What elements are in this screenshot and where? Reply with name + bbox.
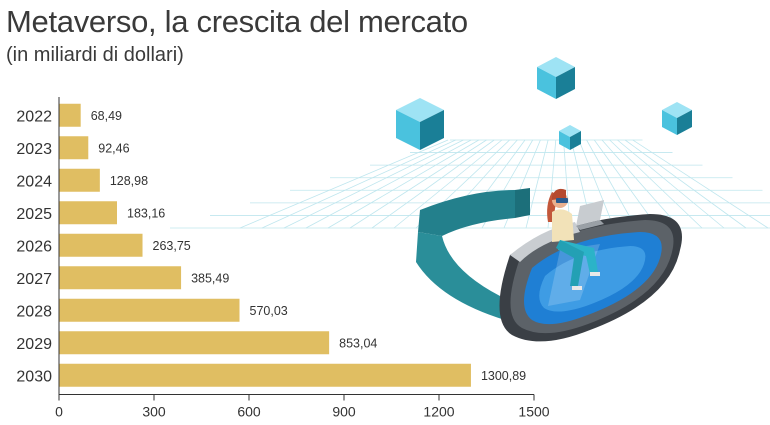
x-tick-label: 300	[142, 404, 166, 420]
chart-subtitle: (in miliardi di dollari)	[6, 44, 184, 66]
bars-layer: 2022 68,49 2023 92,46 2024 128,98 2025 183,16 20…	[16, 103, 526, 387]
cube-large-left	[396, 98, 444, 150]
chart-title: Metaverso, la crescita del mercato	[6, 4, 468, 39]
category-label: 2029	[16, 336, 52, 353]
bar-2030	[59, 363, 471, 387]
value-label: 183,16	[127, 206, 165, 220]
value-label: 1300,89	[481, 369, 526, 383]
x-tick-label: 600	[237, 404, 261, 420]
x-tick-label: 1200	[423, 404, 454, 420]
headset-strap	[416, 188, 530, 320]
headset-body	[499, 214, 682, 342]
woman-with-laptop	[547, 188, 604, 290]
bar-2025	[59, 201, 118, 225]
value-label: 385,49	[191, 271, 229, 285]
bar-2027	[59, 266, 182, 290]
bar-2028	[59, 298, 240, 322]
category-label: 2026	[16, 238, 52, 255]
bar-2022	[59, 103, 81, 127]
category-label: 2022	[16, 108, 52, 125]
x-tick-label: 900	[332, 404, 356, 420]
value-label: 570,03	[250, 304, 288, 318]
bar-2026	[59, 233, 143, 257]
x-tick-label: 0	[55, 404, 63, 420]
category-label: 2025	[16, 206, 52, 223]
value-label: 263,75	[153, 239, 191, 253]
cube-right	[662, 102, 692, 135]
category-label: 2024	[16, 173, 52, 190]
cube-top	[537, 57, 575, 99]
value-label: 853,04	[339, 336, 377, 350]
category-label: 2023	[16, 141, 52, 158]
bar-2029	[59, 331, 330, 355]
value-label: 92,46	[98, 141, 129, 155]
x-tick-label: 1500	[518, 404, 549, 420]
category-label: 2030	[16, 368, 52, 385]
category-label: 2027	[16, 271, 52, 288]
value-label: 68,49	[91, 109, 122, 123]
bar-2024	[59, 168, 100, 192]
x-axis: 0 300 600 900 1200 1500	[55, 97, 550, 420]
value-label: 128,98	[110, 174, 148, 188]
category-label: 2028	[16, 303, 52, 320]
bar-2023	[59, 136, 89, 160]
cube-small	[559, 125, 581, 150]
